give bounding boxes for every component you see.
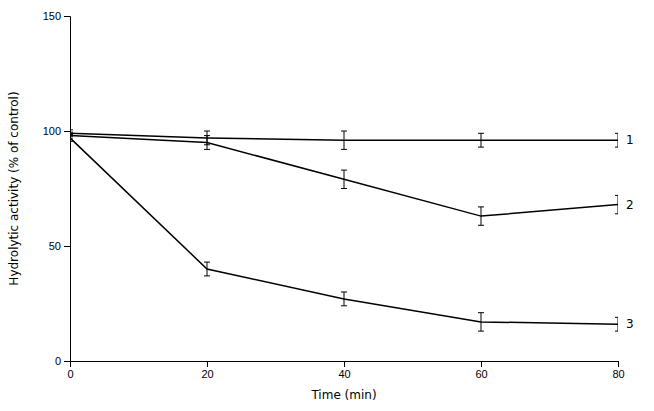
error-bar	[204, 136, 210, 150]
x-tick: 80	[612, 361, 624, 380]
x-axis-line	[71, 362, 619, 368]
error-bar	[341, 131, 347, 149]
curve-label: 2	[626, 198, 634, 212]
x-tick-mark	[481, 361, 482, 367]
error-bar-cap	[478, 206, 484, 207]
error-bar-cap	[204, 149, 210, 150]
series	[70, 134, 618, 331]
error-bar-cap	[478, 331, 484, 332]
error-bar-stem	[344, 292, 345, 306]
error-bar-stem	[481, 207, 482, 225]
error-bar-cap	[478, 225, 484, 226]
series-line	[70, 138, 618, 324]
x-tick-label: 60	[475, 368, 487, 380]
x-tick-label: 0	[67, 368, 73, 380]
error-bar-cap	[615, 133, 618, 134]
error-bar-cap	[615, 213, 618, 214]
error-bar-stem	[618, 133, 619, 147]
y-tick-mark	[64, 361, 70, 362]
error-bar-stem	[344, 131, 345, 149]
x-tick-mark	[618, 361, 619, 367]
error-bar	[204, 262, 210, 276]
error-bar-stem	[207, 262, 208, 276]
error-bar-cap	[204, 275, 210, 276]
error-bar-cap	[341, 188, 347, 189]
error-bar-cap	[341, 149, 347, 150]
error-bar	[70, 134, 73, 141]
error-bar-cap	[478, 133, 484, 134]
series	[70, 132, 618, 225]
marks	[70, 130, 618, 331]
x-tick-label: 80	[612, 368, 624, 380]
curve-label: 1	[626, 133, 634, 147]
error-bar	[341, 292, 347, 306]
error-bar-stem	[207, 136, 208, 150]
x-tick-label: 40	[338, 368, 350, 380]
error-bar-cap	[70, 134, 73, 135]
error-bar	[341, 170, 347, 188]
y-tick-mark	[64, 131, 70, 132]
error-bar-cap	[204, 131, 210, 132]
error-bar-stem	[481, 133, 482, 147]
x-tick: 60	[475, 361, 487, 380]
y-tick-label: 50	[49, 240, 61, 252]
error-bar-stem	[481, 313, 482, 331]
error-bar-cap	[70, 129, 73, 130]
chart: 0 20 40 60 80 0 50 100 150 1 2 3 Time (min) Hydrolyti…	[0, 0, 654, 411]
x-tick-mark	[207, 361, 208, 367]
error-bar-stem	[618, 195, 619, 213]
error-bar-cap	[478, 147, 484, 148]
error-bar-cap	[341, 292, 347, 293]
error-bar-cap	[70, 141, 73, 142]
y-axis-line	[64, 17, 71, 362]
x-tick-mark	[344, 361, 345, 367]
y-tick: 50	[49, 240, 70, 252]
error-bar-cap	[204, 135, 210, 136]
error-bar	[615, 133, 618, 147]
error-bar-cap	[341, 131, 347, 132]
y-axis: 0 50 100 150	[43, 10, 71, 367]
x-axis: 0 20 40 60 80	[67, 361, 624, 380]
y-axis-title: Hydrolytic activity (% of control)	[7, 91, 21, 285]
error-bar-cap	[615, 317, 618, 318]
error-bar	[615, 195, 618, 213]
error-bar-cap	[204, 262, 210, 263]
error-bar	[478, 207, 484, 225]
error-bar-stem	[618, 317, 619, 331]
x-tick-label: 20	[201, 368, 213, 380]
error-bar	[478, 313, 484, 331]
y-tick: 0	[55, 355, 70, 367]
x-axis-title: Time (min)	[310, 388, 376, 402]
error-bar-cap	[615, 331, 618, 332]
error-bar-cap	[70, 132, 73, 133]
x-tick: 40	[338, 361, 350, 380]
y-tick-mark	[64, 16, 70, 17]
plot-area: 0 20 40 60 80 0 50 100 150 1 2 3	[43, 10, 634, 380]
error-bar-cap	[615, 195, 618, 196]
y-tick: 150	[43, 10, 70, 22]
error-bar-cap	[341, 305, 347, 306]
error-bar-cap	[615, 147, 618, 148]
error-bar	[615, 317, 618, 331]
error-bar-stem	[344, 170, 345, 188]
x-tick: 20	[201, 361, 213, 380]
series-line	[70, 136, 618, 217]
error-bar	[478, 133, 484, 147]
y-tick-label: 100	[43, 125, 61, 137]
error-bar-stem	[70, 134, 71, 141]
y-tick-mark	[64, 246, 70, 247]
y-tick-label: 0	[55, 355, 61, 367]
y-tick-label: 150	[43, 10, 61, 22]
error-bar-cap	[478, 312, 484, 313]
x-tick: 0	[67, 361, 73, 380]
curve-label: 3	[626, 317, 634, 331]
y-tick: 100	[43, 125, 70, 137]
error-bar-cap	[341, 170, 347, 171]
